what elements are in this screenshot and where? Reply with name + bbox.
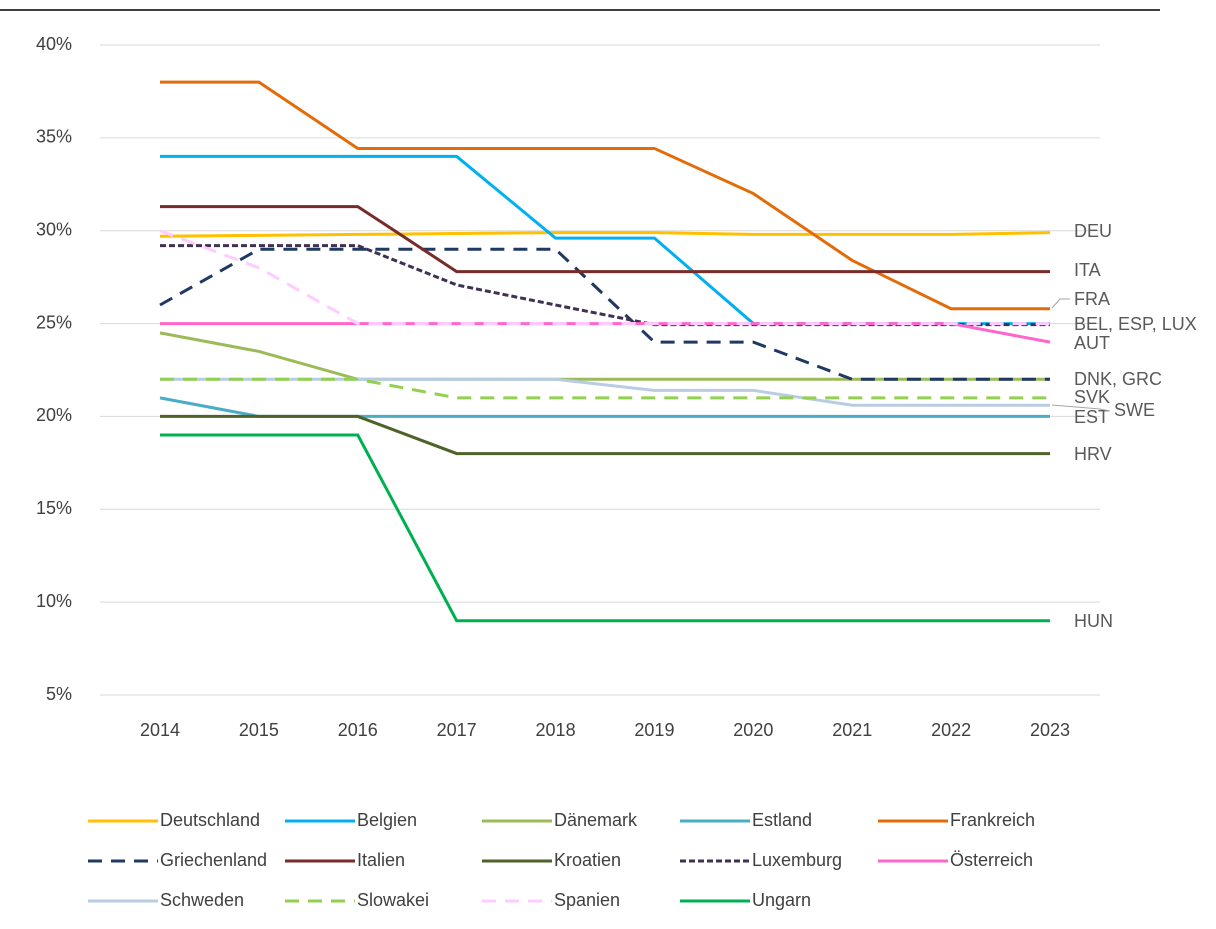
annotation: DEU (1074, 221, 1112, 241)
series-line (160, 433, 1050, 623)
y-tick-label: 10% (36, 591, 72, 611)
y-tick-label: 20% (36, 405, 72, 425)
y-tick-label: 5% (46, 684, 72, 704)
y-tick-label: 40% (36, 34, 72, 54)
series-line (160, 377, 1050, 400)
x-tick-label: 2014 (140, 720, 180, 740)
x-tick-label: 2019 (634, 720, 674, 740)
leader-line (1051, 298, 1070, 309)
annotation: DNK, GRC (1074, 369, 1162, 389)
series-line (159, 247, 1050, 381)
legend-label: Dänemark (554, 810, 638, 830)
legend-label: Österreich (950, 850, 1033, 870)
legend-label: Spanien (554, 890, 620, 910)
series-line (160, 154, 1050, 326)
series-line (160, 80, 1050, 311)
annotation: EST (1074, 407, 1109, 427)
annotation: SWE (1114, 400, 1155, 420)
x-tick-label: 2020 (733, 720, 773, 740)
y-tick-label: 30% (36, 219, 72, 239)
legend-label: Griechenland (160, 850, 267, 870)
y-tick-label: 15% (36, 498, 72, 518)
series-line (160, 205, 1050, 274)
x-tick-label: 2021 (832, 720, 872, 740)
x-tick-label: 2022 (931, 720, 971, 740)
y-tick-label: 35% (36, 127, 72, 147)
series-line (159, 331, 1050, 381)
x-tick-label: 2018 (536, 720, 576, 740)
x-tick-label: 2017 (437, 720, 477, 740)
legend-label: Estland (752, 810, 812, 830)
annotation: HRV (1074, 444, 1112, 464)
legend-label: Ungarn (752, 890, 811, 910)
x-tick-label: 2023 (1030, 720, 1070, 740)
legend-label: Kroatien (554, 850, 621, 870)
x-tick-label: 2016 (338, 720, 378, 740)
annotation: ITA (1074, 260, 1101, 280)
annotation: AUT (1074, 333, 1110, 353)
legend-label: Schweden (160, 890, 244, 910)
annotation: SVK (1074, 387, 1110, 407)
series-line (159, 229, 1050, 326)
legend-label: Luxemburg (752, 850, 842, 870)
annotation: HUN (1074, 611, 1113, 631)
series-line (160, 244, 1050, 327)
series-line (160, 414, 1050, 456)
legend-label: Italien (357, 850, 405, 870)
legend-label: Frankreich (950, 810, 1035, 830)
x-tick-label: 2015 (239, 720, 279, 740)
y-tick-label: 25% (36, 312, 72, 332)
annotation: FRA (1074, 289, 1110, 309)
series-line (160, 377, 1050, 407)
series-line (159, 231, 1051, 238)
leader-line (1051, 404, 1111, 412)
series-line (159, 396, 1050, 418)
legend-label: Belgien (357, 810, 417, 830)
legend-label: Slowakei (357, 890, 429, 910)
annotation: BEL, ESP, LUX (1074, 314, 1197, 334)
legend-label: Deutschland (160, 810, 260, 830)
series-line (160, 322, 1051, 344)
